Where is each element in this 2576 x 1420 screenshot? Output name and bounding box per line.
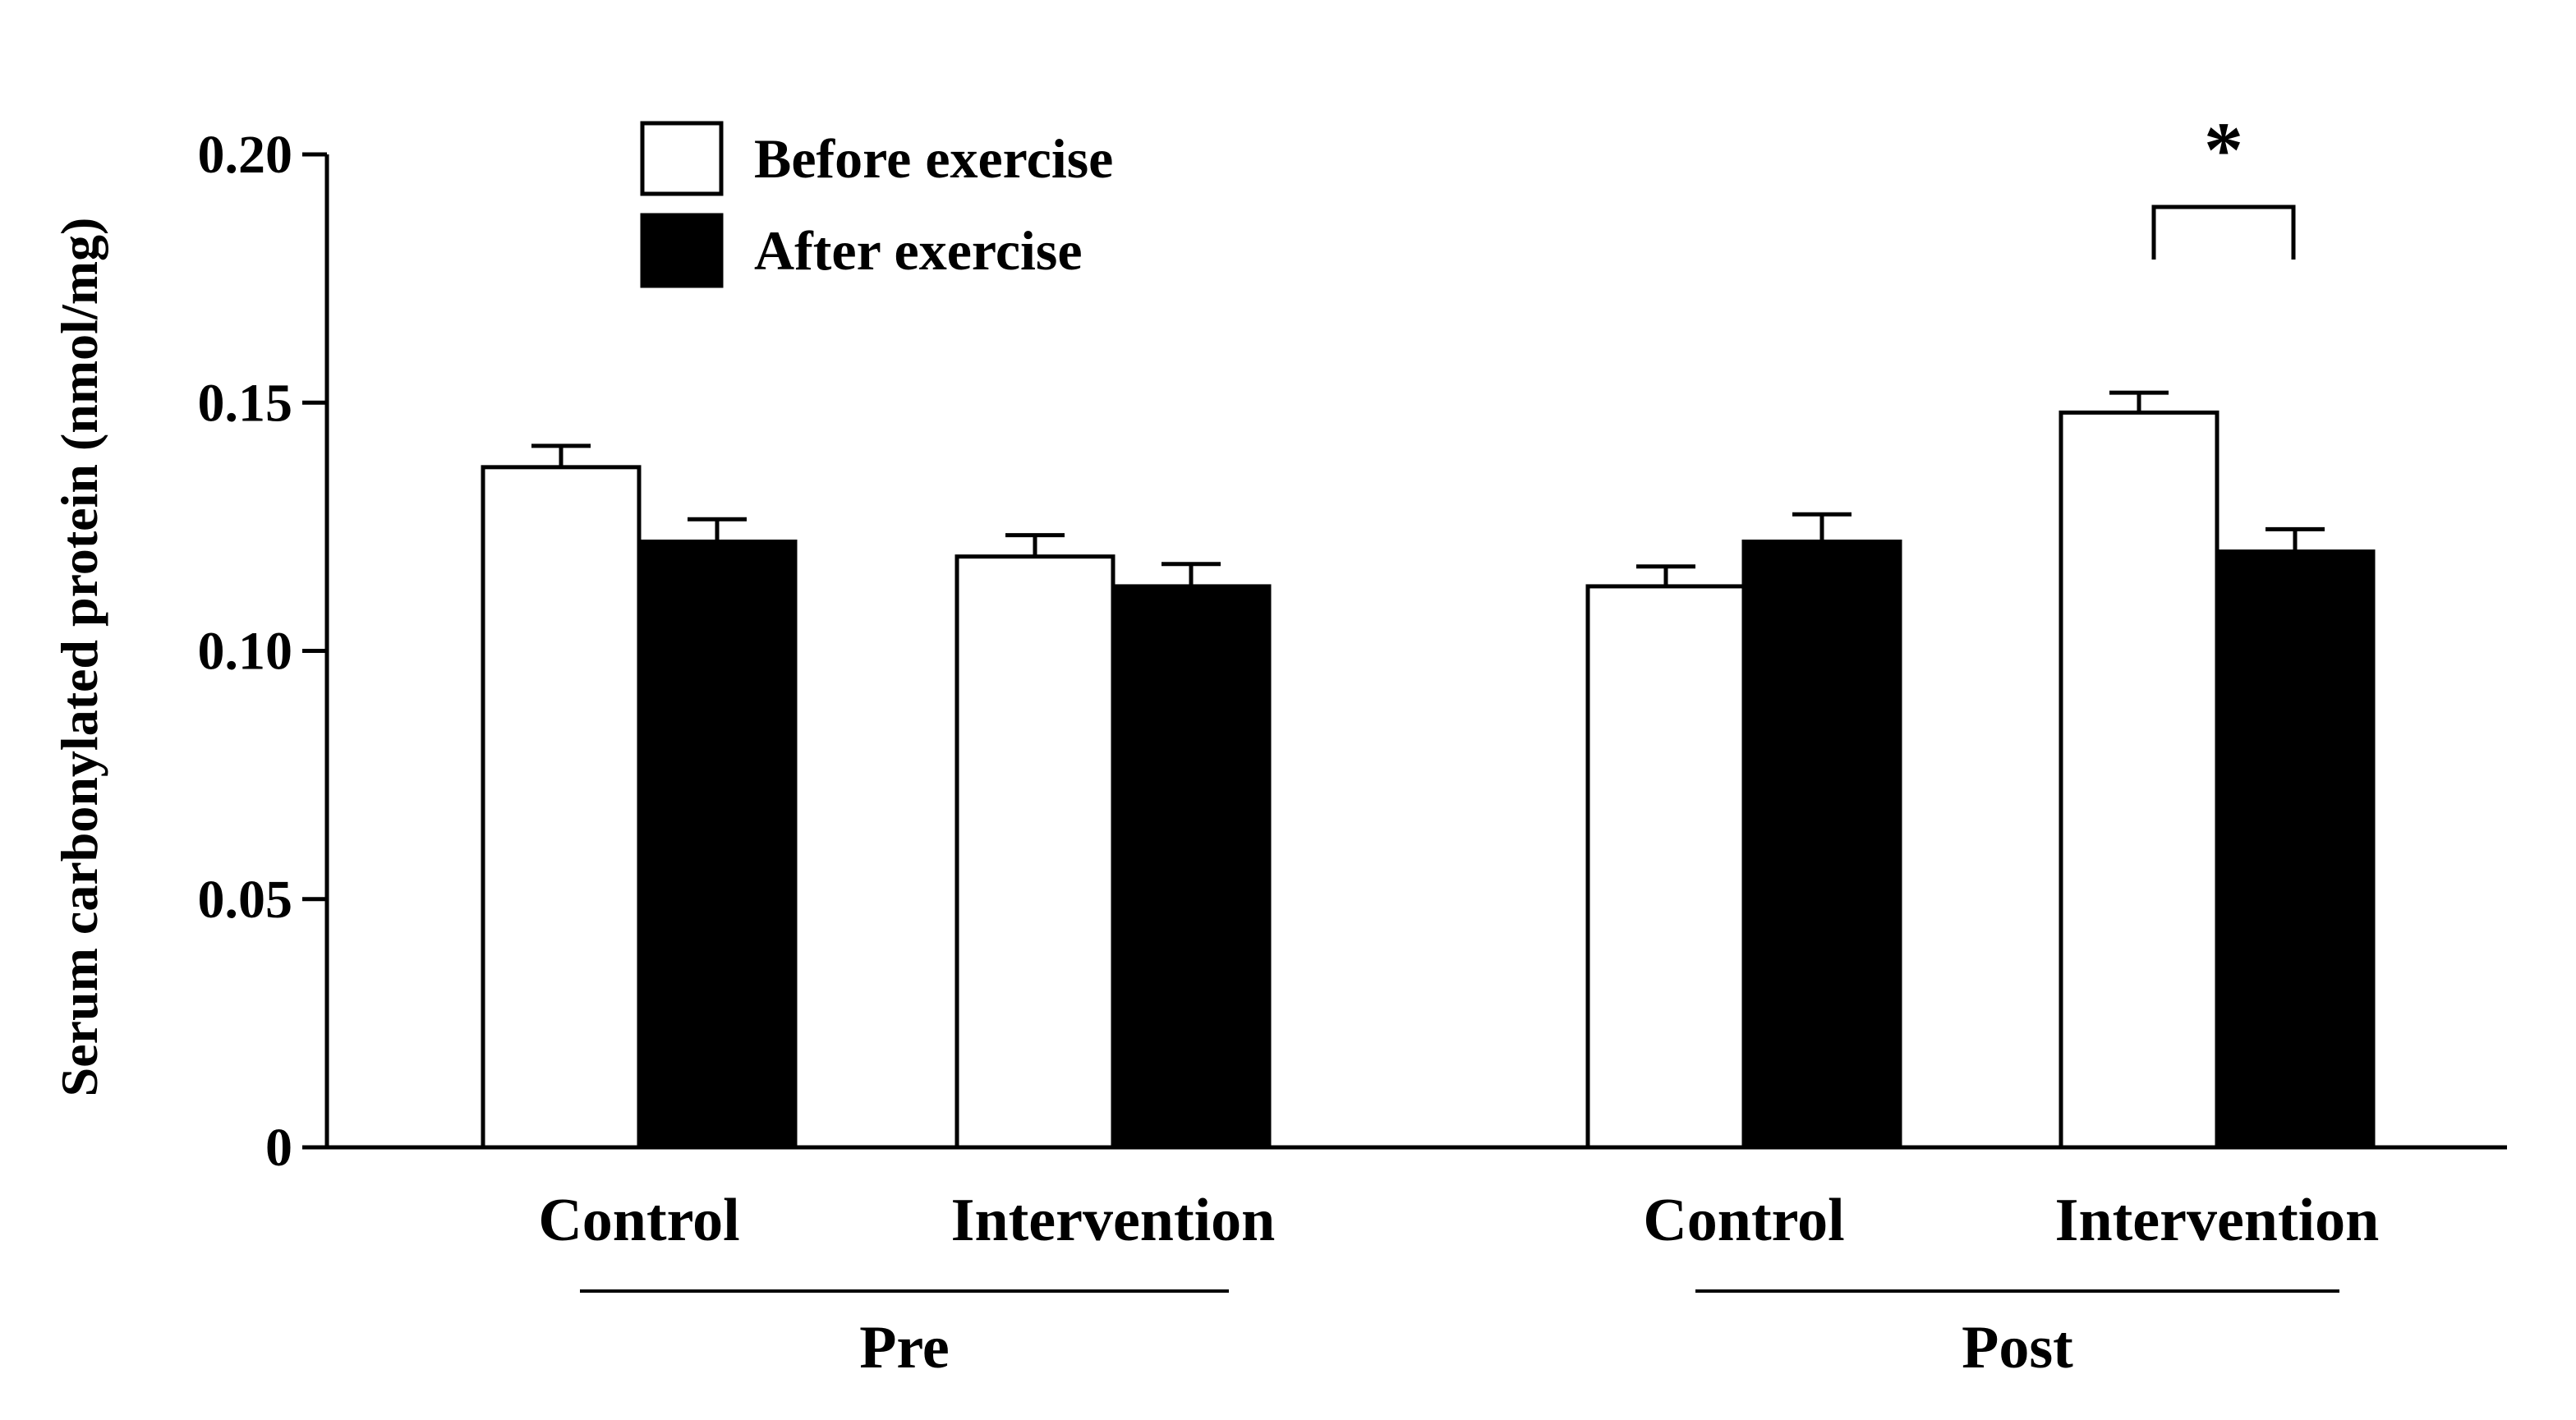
group-labels: Pre Post [580,1289,2339,1381]
bar-before-exercise [2058,410,2220,1150]
significance-bracket [2151,204,2296,260]
y-tick-label: 0.05 [198,870,293,930]
bar-after-exercise [2215,549,2376,1150]
legend-swatch [640,121,724,196]
bars [481,410,2376,1150]
x-tick-label: Control [1643,1187,1844,1254]
group-label: Pre [859,1314,950,1381]
legend-label: Before exercise [754,127,1113,190]
y-tick-label: 0 [265,1118,292,1178]
legend-swatch [640,213,724,288]
x-tick-labels: Control Intervention Control Intervention [538,1187,2379,1254]
bar-before-exercise [481,465,642,1150]
bar-before-exercise [1585,584,1746,1150]
x-tick-label: Intervention [951,1187,1276,1254]
error-bars [531,390,2325,586]
y-tick-label: 0.15 [198,373,293,433]
y-tick-label: 0.10 [198,622,293,682]
x-tick-label: Intervention [2055,1187,2380,1254]
y-axis-label: Serum carbonylated protein (nmol/mg) [50,218,108,1097]
bar-before-exercise [954,554,1116,1150]
significance-asterisk: * [2204,106,2243,194]
significance-annotations: * [2151,106,2296,260]
y-tick-label: 0.20 [198,125,293,185]
bar-after-exercise [1741,540,1902,1150]
x-tick-label: Control [538,1187,739,1254]
y-axis: 0 0.05 0.10 0.15 0.20 [198,125,329,1178]
bar-after-exercise [637,540,798,1150]
legend: Before exercise After exercise [640,121,1113,288]
legend-label: After exercise [754,219,1083,282]
bar-after-exercise [1111,584,1272,1150]
group-label: Post [1962,1314,2073,1381]
